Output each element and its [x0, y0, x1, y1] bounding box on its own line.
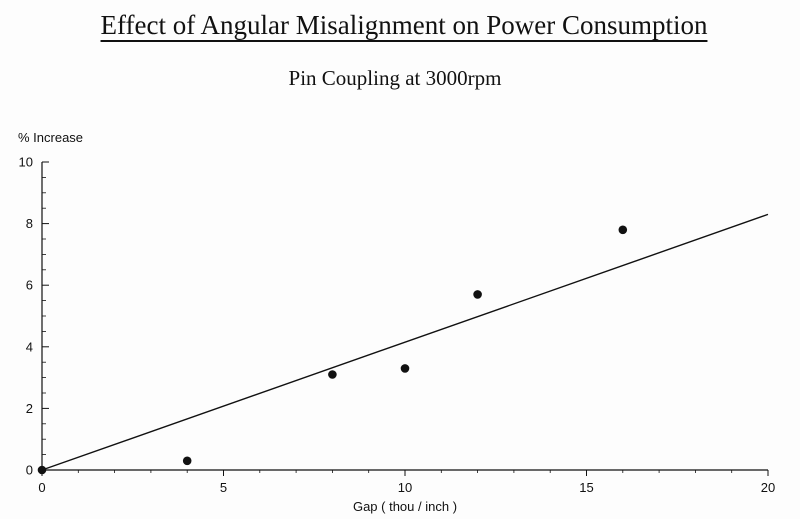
- data-point: [473, 290, 482, 299]
- y-tick-label: 0: [26, 463, 33, 478]
- data-point: [182, 456, 192, 466]
- y-tick-label: 6: [26, 278, 33, 293]
- x-axis-label: Gap ( thou / inch ): [353, 499, 457, 514]
- y-tick-label: 2: [26, 401, 33, 416]
- trend-line-series: [41, 213, 769, 471]
- x-tick-label: 5: [220, 480, 227, 495]
- axes: [41, 162, 768, 471]
- x-tick-label: 15: [579, 480, 593, 495]
- y-tick-label: 10: [19, 155, 33, 170]
- trend-line: [41, 213, 769, 471]
- y-axis-ticks: 0 2 4 6 8 10: [19, 155, 49, 478]
- chart-title: Effect of Angular Misalignment on Power …: [100, 10, 708, 40]
- x-tick-label: 10: [398, 480, 412, 495]
- y-tick-label: 4: [26, 339, 33, 354]
- x-tick-label: 20: [761, 480, 775, 495]
- chart-subtitle: Pin Coupling at 3000rpm: [288, 66, 502, 90]
- data-point: [37, 465, 47, 475]
- y-axis-label: % Increase: [18, 130, 83, 145]
- scatter-series: [37, 225, 628, 475]
- x-tick-label: 0: [38, 480, 45, 495]
- data-point: [328, 370, 337, 379]
- data-point: [618, 225, 628, 235]
- data-point: [400, 364, 410, 373]
- x-axis-ticks: 0 5 10 15 20: [38, 470, 775, 495]
- y-tick-label: 8: [26, 216, 33, 231]
